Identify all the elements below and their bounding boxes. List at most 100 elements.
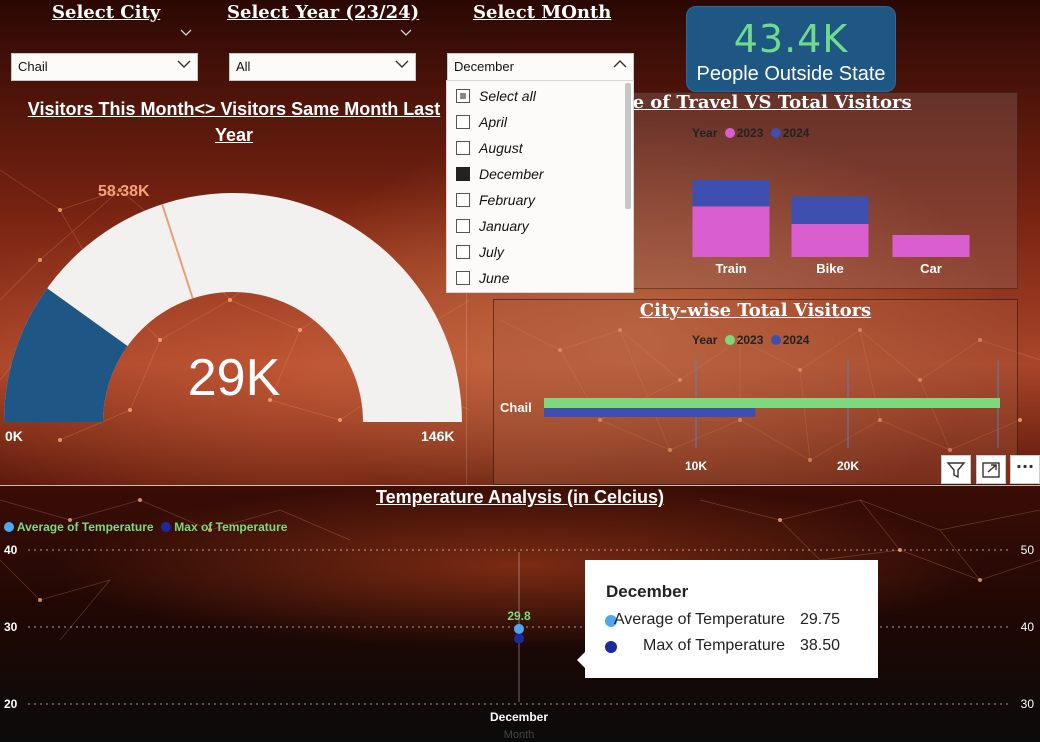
legend-2024-label[interactable]: 2024 <box>782 126 810 140</box>
legend-2023-label[interactable]: 2023 <box>736 126 764 140</box>
year-collapse-chevron-icon[interactable] <box>400 29 412 37</box>
temperature-title: Temperature Analysis (in Celcius) <box>375 487 665 507</box>
city-collapse-chevron-icon[interactable] <box>180 29 192 37</box>
month-dropdown-list[interactable]: Select all April August December February Jan… <box>446 80 634 293</box>
city-wise-chart: 10K 20K Chail <box>500 360 1000 473</box>
tooltip-row-avg: Average of Temperature 29.75 <box>605 611 860 631</box>
month-option-label: January <box>479 218 529 234</box>
month-option-label: April <box>479 114 508 130</box>
month-option-label: February <box>479 192 536 208</box>
focus-mode-icon <box>982 462 1000 478</box>
gauge-value-label: 29K <box>187 349 281 407</box>
month-option-label: June <box>479 270 510 286</box>
temperature-legend: Average of Temperature Max of Temperatur… <box>4 520 287 534</box>
kpi-label: People Outside State <box>696 63 886 85</box>
avg-data-label: 29.8 <box>507 609 531 623</box>
bar-2024-chail[interactable] <box>544 408 756 417</box>
y-left-tick: 20 <box>4 697 18 711</box>
bar-2023-chail[interactable] <box>544 398 1000 408</box>
tooltip-row-max: Max of Temperature 38.50 <box>605 637 860 657</box>
focus-mode-button[interactable] <box>976 455 1006 484</box>
bar-2024-1[interactable] <box>692 180 770 207</box>
legend-avg-label[interactable]: Average of Temperature <box>16 520 154 534</box>
city-dropdown-value: Chail <box>18 59 48 74</box>
gauge-max-label: 146K <box>421 428 455 444</box>
y-left-tick: 40 <box>4 543 18 557</box>
month-option-label: August <box>479 140 523 156</box>
more-options-button[interactable]: ··· <box>1010 455 1040 484</box>
checkbox[interactable] <box>456 115 470 129</box>
chevron-down-icon <box>177 60 191 68</box>
point-max-december[interactable] <box>514 633 524 644</box>
month-slicer-title: Select MOnth <box>473 2 612 23</box>
filter-button[interactable] <box>941 455 971 484</box>
gauge-background-arc <box>4 193 462 422</box>
point-avg-december[interactable] <box>514 623 524 634</box>
temperature-tooltip: December Average of Temperature 29.75 Ma… <box>577 560 878 678</box>
legend-2023-swatch <box>724 335 735 345</box>
bar-2023-3[interactable] <box>892 235 970 257</box>
checkbox[interactable] <box>456 141 470 155</box>
gauge-title-line1: Visitors This Month<> Visitors Same Mont… <box>27 99 441 119</box>
gauge-title: Visitors This Month<> Visitors Same Mont… <box>0 96 468 148</box>
category-label: Car <box>920 261 942 276</box>
y-right-tick: 30 <box>1021 697 1035 711</box>
legend-2024-swatch <box>770 335 781 345</box>
gauge-title-line2: Year <box>214 125 254 145</box>
category-label: Bike <box>816 261 843 276</box>
month-dropdown-value: December <box>454 59 514 74</box>
tooltip-max-value: 38.50 <box>799 637 840 654</box>
checkbox[interactable] <box>456 219 470 233</box>
year-slicer-title: Select Year (23/24) <box>227 2 420 23</box>
bar-2023-1[interactable] <box>692 206 770 257</box>
city-dropdown[interactable]: Chail <box>11 53 198 81</box>
legend-max-label[interactable]: Max of Temperature <box>174 520 288 534</box>
legend-max-swatch <box>160 522 171 532</box>
bar-2024-2[interactable] <box>791 196 869 225</box>
month-dropdown[interactable]: December <box>447 53 634 81</box>
y-left-tick: 30 <box>4 620 18 634</box>
y-right-tick: 40 <box>1021 620 1035 634</box>
category-label-chail: Chail <box>500 400 532 415</box>
month-option-label: July <box>479 244 504 260</box>
legend-2023-label[interactable]: 2023 <box>736 333 764 347</box>
tooltip-avg-value: 29.75 <box>799 611 840 628</box>
city-wise-panel <box>493 299 1018 485</box>
mode-of-travel-legend: Year 2023 2024 <box>692 126 809 140</box>
temperature-chart: 40 50 30 40 20 30 29.8 December Month <box>4 543 1035 741</box>
gauge-target-marker <box>161 203 194 299</box>
x-tick-label: 20K <box>837 459 859 473</box>
checkbox[interactable] <box>456 245 470 259</box>
more-options-icon: ··· <box>1015 457 1035 476</box>
checkbox[interactable] <box>456 193 470 207</box>
gauge-min-label: 0K <box>5 428 23 444</box>
legend-2023-swatch <box>724 128 735 138</box>
legend-title: Year <box>692 126 718 140</box>
dropdown-scrollbar[interactable] <box>625 83 631 209</box>
x-tick-december: December <box>490 710 548 724</box>
bar-2023-2[interactable] <box>791 224 869 257</box>
checkbox[interactable] <box>456 89 470 103</box>
legend-2024-label[interactable]: 2024 <box>782 333 810 347</box>
gauge-chart <box>4 193 462 422</box>
checkbox[interactable] <box>456 271 470 285</box>
chevron-down-icon <box>395 60 409 68</box>
checkbox[interactable] <box>456 167 470 181</box>
city-wise-title: City-wise Total Visitors <box>639 300 872 321</box>
gauge-target-label: 58.38K <box>98 183 150 200</box>
month-option-label: December <box>479 166 544 182</box>
y-right-tick: 50 <box>1021 543 1035 557</box>
x-axis-title: Month <box>504 729 535 741</box>
year-dropdown[interactable]: All <box>229 53 416 81</box>
legend-avg-swatch <box>4 522 14 532</box>
legend-2024-swatch <box>770 128 781 138</box>
kpi-value: 43.4K <box>733 17 849 61</box>
people-outside-state-card: 43.4K People Outside State <box>686 6 896 92</box>
tooltip-arrow <box>577 652 585 668</box>
city-slicer-title: Select City <box>52 2 161 23</box>
tooltip-max-swatch <box>605 641 617 653</box>
gauge-value-arc[interactable] <box>4 288 128 422</box>
x-tick-label: 10K <box>685 459 707 473</box>
year-dropdown-value: All <box>236 59 251 74</box>
tooltip-title: December <box>606 582 689 601</box>
